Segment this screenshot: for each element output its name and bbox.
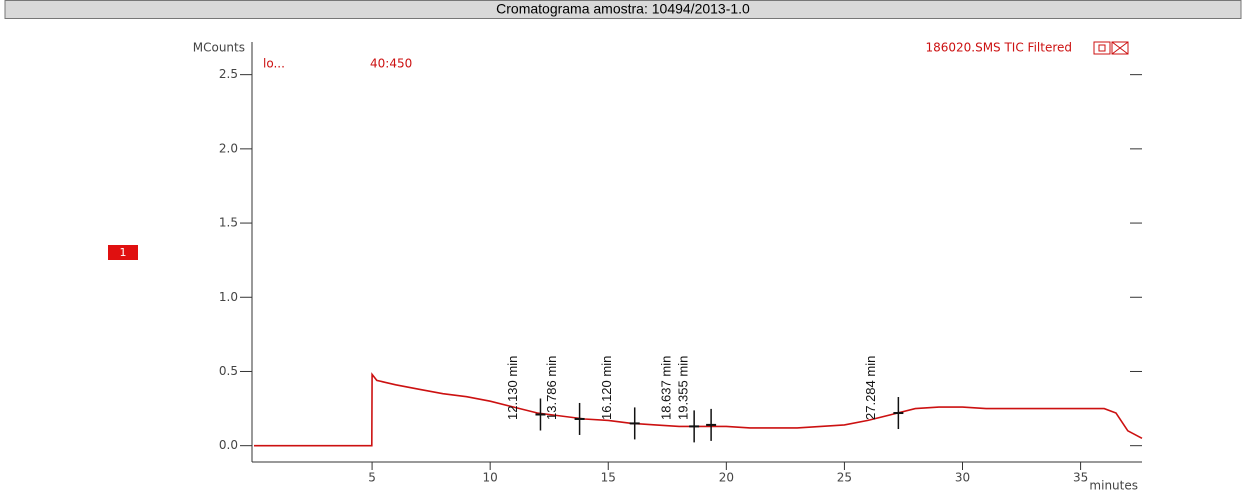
chart-title: Cromatograma amostra: 10494/2013-1.0 — [496, 1, 750, 17]
x-tick-label: 5 — [368, 471, 376, 485]
x-tick-label: 10 — [483, 471, 498, 485]
peak-label: 12.130 min — [505, 356, 520, 420]
peak-label: 18.637 min — [659, 356, 674, 420]
y-tick-label: 0.5 — [219, 364, 238, 378]
scan-label: lo... — [263, 57, 285, 71]
badge — [108, 245, 138, 260]
y-tick-label: 2.5 — [219, 67, 238, 81]
series-line — [254, 372, 1143, 447]
peak-label: 19.355 min — [676, 356, 691, 420]
x-axis-label: minutes — [1089, 479, 1138, 493]
x-tick-label: 30 — [955, 471, 970, 485]
legend-entry: 186020.SMS TIC Filtered — [925, 41, 1072, 55]
x-tick-label: 35 — [1073, 471, 1088, 485]
y-axis-label: MCounts — [193, 41, 245, 55]
peak-label: 27.284 min — [863, 356, 878, 420]
window-icon[interactable] — [1093, 41, 1111, 55]
y-tick-label: 1.0 — [219, 290, 238, 304]
y-tick-label: 2.0 — [219, 141, 238, 155]
peak-label: 13.786 min — [544, 356, 559, 420]
mass-range: 40:450 — [370, 57, 412, 71]
badge-label: 1 — [120, 246, 127, 259]
peak-label: 16.120 min — [599, 356, 614, 420]
y-tick-label: 0.0 — [219, 438, 238, 452]
close-icon[interactable] — [1111, 41, 1129, 55]
y-tick-label: 1.5 — [219, 216, 238, 230]
x-tick-label: 20 — [719, 471, 734, 485]
window-icon-inner — [1098, 44, 1106, 52]
close-icon-cross — [1111, 41, 1129, 55]
title-bar — [4, 0, 1242, 19]
x-tick-label: 25 — [837, 471, 852, 485]
x-tick-label: 15 — [601, 471, 616, 485]
